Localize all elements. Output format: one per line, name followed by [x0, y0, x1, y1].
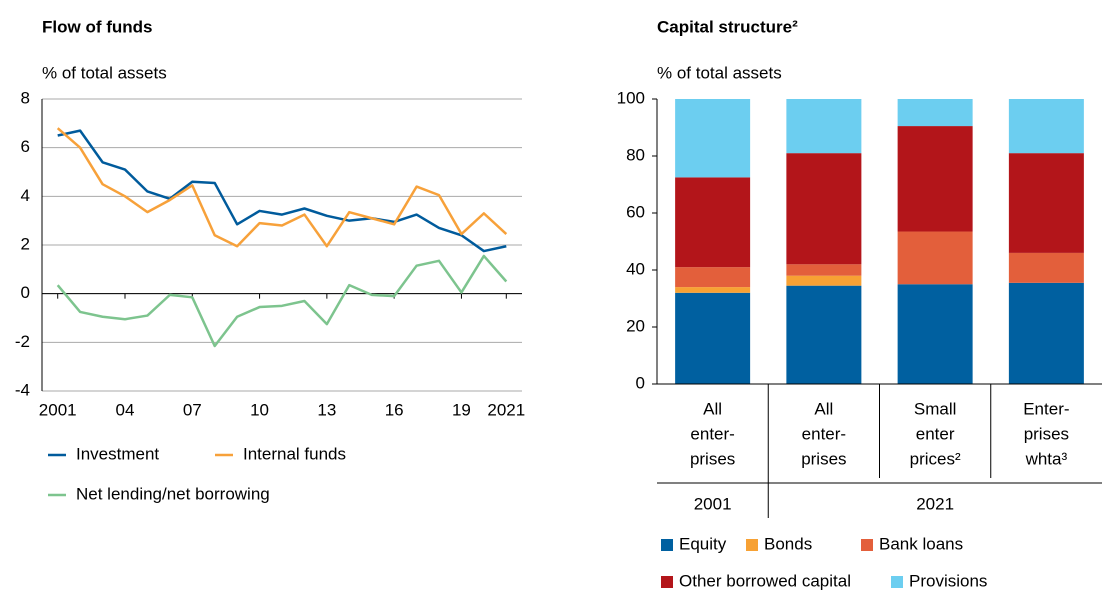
legend-label: Bonds	[764, 534, 812, 553]
y-tick-label: 6	[21, 137, 30, 156]
x-tick-label: prises	[690, 449, 735, 468]
x-tick-label: 10	[250, 400, 269, 419]
x-tick-label: 04	[116, 400, 135, 419]
y-axis-label: % of total assets	[657, 63, 782, 82]
bar-segment	[1008, 282, 1084, 384]
y-tick-label: 60	[626, 202, 645, 221]
legend-swatch	[891, 576, 903, 588]
bar-segment	[897, 231, 973, 285]
bar-segment	[786, 275, 862, 286]
bar-segment	[675, 99, 751, 178]
x-tick-label: 16	[385, 400, 404, 419]
y-tick-label: 0	[21, 283, 30, 302]
x-tick-label: All	[703, 399, 722, 418]
legend-swatch	[746, 539, 758, 551]
legend-label: Investment	[76, 444, 159, 463]
legend-swatch	[861, 539, 873, 551]
x-tick-label: All	[814, 399, 833, 418]
bar-segment	[786, 153, 862, 265]
chart-title: Flow of funds	[42, 17, 152, 36]
chart-title: Capital structure²	[657, 17, 798, 36]
x-tick-label: prises	[801, 449, 846, 468]
legend-label: Other borrowed capital	[679, 571, 851, 590]
legend-swatch	[661, 576, 673, 588]
line-series	[56, 254, 508, 348]
x-tick-label: 2021	[487, 400, 525, 419]
line-series	[56, 127, 508, 248]
y-tick-label: 4	[21, 186, 30, 205]
line-series	[57, 129, 507, 253]
bar-segment	[897, 284, 973, 384]
x-tick-label: 07	[183, 400, 202, 419]
bar-segment	[675, 287, 751, 293]
bar-segment	[675, 177, 751, 268]
x-tick-label: Small	[914, 399, 957, 418]
y-tick-label: 100	[617, 88, 645, 107]
legend-label: Internal funds	[243, 444, 346, 463]
x-tick-label: prises	[1024, 424, 1069, 443]
x-tick-label: 13	[317, 400, 336, 419]
bar-segment	[786, 285, 862, 384]
x-tick-label: 19	[452, 400, 471, 419]
bar-segment	[786, 99, 862, 154]
y-tick-label: 20	[626, 316, 645, 335]
y-tick-label: 40	[626, 259, 645, 278]
bar-segment	[897, 126, 973, 232]
x-tick-label: Enter-	[1023, 399, 1069, 418]
y-tick-label: 8	[21, 88, 30, 107]
bar-segment	[675, 292, 751, 384]
group-label: 2001	[694, 494, 732, 513]
legend-label: Net lending/net borrowing	[76, 484, 270, 503]
x-tick-label: 2001	[39, 400, 77, 419]
y-tick-label: -4	[15, 380, 30, 399]
x-tick-label: enter-	[690, 424, 734, 443]
legend-swatch	[661, 539, 673, 551]
bar-segment	[1008, 153, 1084, 253]
y-tick-label: 0	[636, 373, 645, 392]
bar-segment	[897, 99, 973, 127]
x-tick-label: enter-	[802, 424, 846, 443]
y-tick-label: 80	[626, 145, 645, 164]
bar-segment	[786, 264, 862, 276]
legend-label: Equity	[679, 534, 727, 553]
bar-segment	[1008, 99, 1084, 154]
y-axis-label: % of total assets	[42, 63, 167, 82]
bar-segment	[675, 267, 751, 288]
group-label: 2021	[916, 494, 954, 513]
y-tick-label: -2	[15, 332, 30, 351]
legend-label: Provisions	[909, 571, 987, 590]
x-tick-label: prices²	[910, 449, 961, 468]
y-tick-label: 2	[21, 234, 30, 253]
x-tick-label: whta³	[1025, 449, 1068, 468]
bar-segment	[1008, 252, 1084, 283]
x-tick-label: enter	[916, 424, 955, 443]
legend-label: Bank loans	[879, 534, 963, 553]
